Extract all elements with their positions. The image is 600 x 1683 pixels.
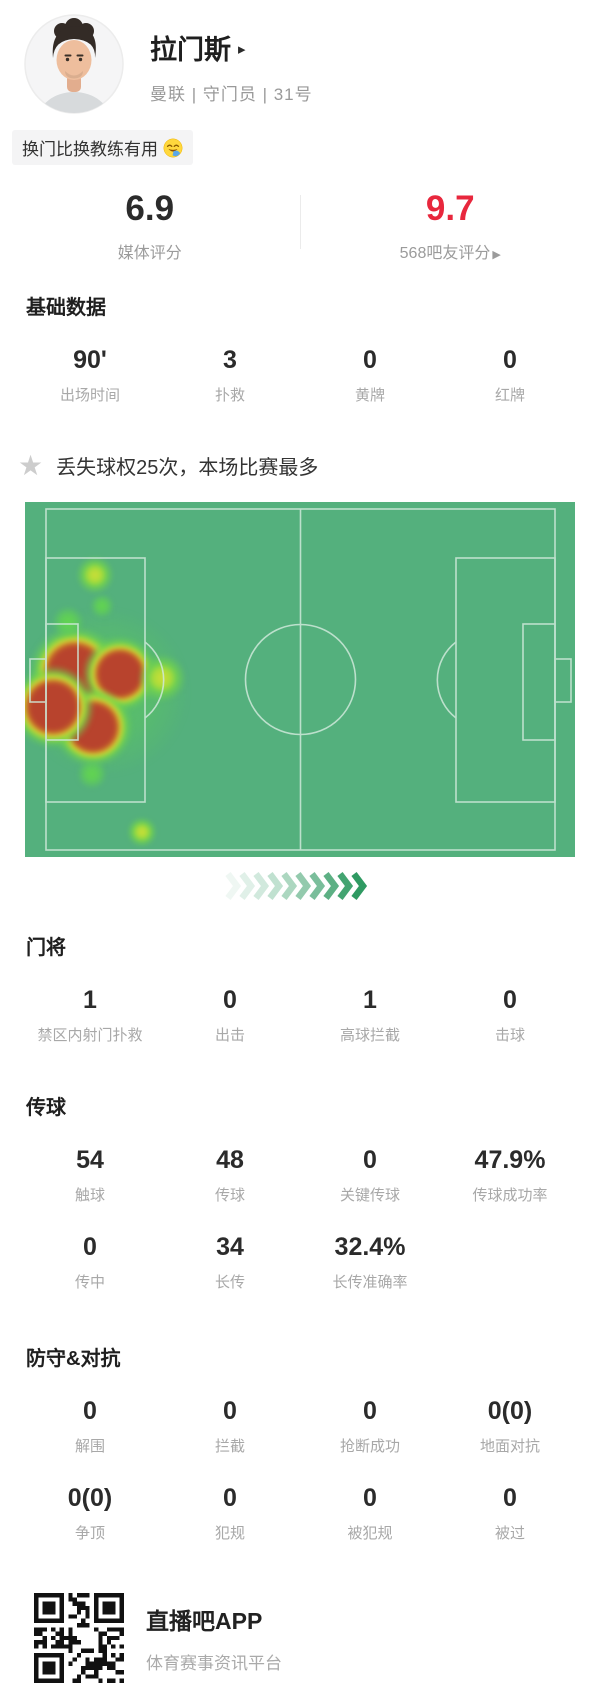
player-portrait-icon	[24, 14, 124, 114]
player-tag[interactable]: 换门比换教练有用	[12, 130, 193, 165]
avatar	[24, 14, 124, 114]
player-name-row[interactable]: 拉门斯 ▸	[150, 28, 313, 67]
fans-score: 9.7	[301, 189, 600, 229]
fans-score-label: 568吧友评分▶	[301, 239, 600, 263]
stat-ground-duels: 0(0)地面对抗	[440, 1397, 580, 1456]
heatmap-pitch	[25, 502, 575, 857]
name-caret-icon: ▸	[238, 37, 246, 58]
section-title-goalkeeper: 门将	[0, 931, 600, 960]
star-icon: ★	[18, 452, 43, 480]
section-title-basic: 基础数据	[0, 291, 600, 320]
section-title-passing: 传球	[0, 1091, 600, 1120]
app-description: 体育赛事资讯平台	[146, 1649, 282, 1674]
highlight-row: ★ 丢失球权25次，本场比赛最多	[0, 451, 600, 480]
highlight-text: 丢失球权25次，本场比赛最多	[56, 451, 318, 480]
laughing-emoji-icon	[163, 138, 183, 158]
app-name: 直播吧APP	[146, 1602, 282, 1636]
player-header: 拉门斯 ▸ 曼联 | 守门员 | 31号	[0, 0, 600, 114]
chevrons-row	[0, 871, 600, 901]
stat-aerial-duels: 0(0)争顶	[20, 1484, 160, 1543]
media-score-label: 媒体评分	[0, 239, 300, 263]
section-title-defense: 防守&对抗	[0, 1342, 600, 1371]
stat-long-ball-accuracy: 32.4%长传准确率	[300, 1233, 440, 1292]
media-rating: 6.9 媒体评分	[0, 189, 300, 263]
stat-pass-accuracy: 47.9%传球成功率	[440, 1146, 580, 1205]
tag-text: 换门比换教练有用	[22, 135, 158, 160]
fans-rating[interactable]: 9.7 568吧友评分▶	[301, 189, 600, 263]
pitch-lines	[25, 502, 575, 857]
qr-code	[34, 1593, 124, 1683]
fans-arrow-icon: ▶	[492, 249, 500, 261]
app-footer: 直播吧APP 体育赛事资讯平台	[0, 1593, 600, 1683]
chevron-right-icons	[225, 871, 375, 901]
player-team-position: 曼联 | 守门员 | 31号	[150, 80, 313, 105]
stat-minutes: 90'出场时间	[20, 346, 160, 405]
player-name: 拉门斯	[150, 28, 231, 67]
ratings-row: 6.9 媒体评分 9.7 568吧友评分▶	[0, 189, 600, 291]
media-score: 6.9	[0, 189, 300, 229]
